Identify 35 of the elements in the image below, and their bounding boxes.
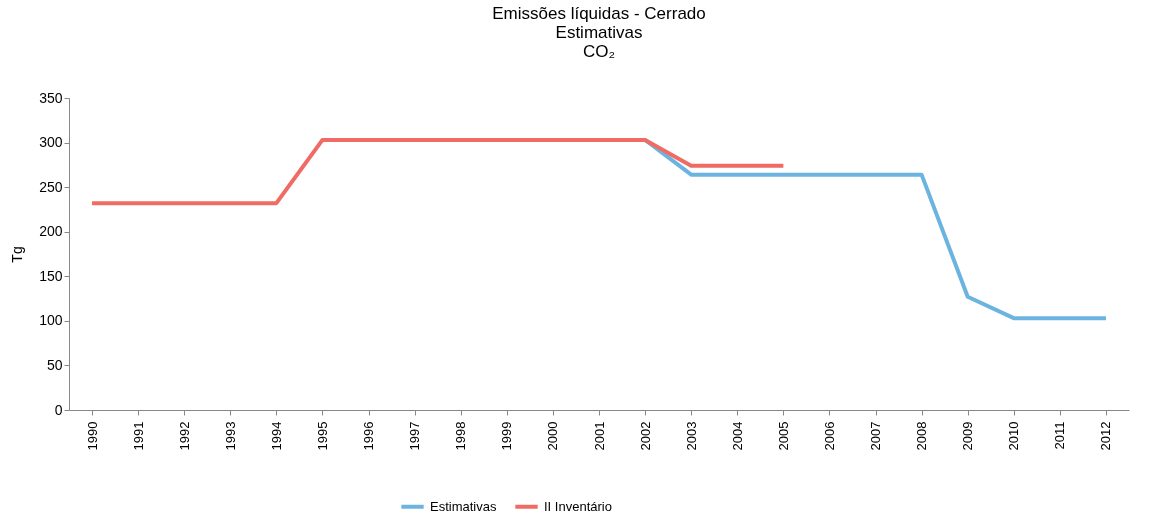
x-tick-label: 2001	[591, 421, 607, 451]
x-tick-label: 2002	[637, 421, 653, 451]
y-tick-label: 50	[46, 356, 63, 373]
x-tick-label: 1997	[407, 421, 423, 451]
y-tick-label: 100	[39, 312, 63, 329]
legend-label: Estimativas	[430, 498, 497, 514]
x-tick-label: 2004	[729, 421, 745, 451]
x-tick-label: 1996	[361, 421, 377, 451]
x-tick-label: 2010	[1006, 421, 1022, 451]
x-tick-label: 2005	[775, 421, 791, 451]
x-tick-label: 1993	[222, 421, 238, 451]
legend-label: II Inventário	[544, 498, 612, 514]
x-tick-label: 1994	[268, 421, 284, 451]
y-tick-label: 0	[54, 401, 63, 418]
x-tick-label: 1991	[130, 421, 146, 451]
x-tick-label: 2003	[683, 421, 699, 451]
x-tick-label: 2011	[1052, 421, 1068, 450]
y-tick-label: 200	[39, 223, 63, 240]
y-tick-label: 250	[39, 178, 63, 195]
x-tick-label: 2000	[545, 421, 561, 451]
x-tick-label: 1995	[314, 421, 330, 451]
x-tick-label: 2007	[868, 421, 884, 451]
chart-title: Emissões líquidas - Cerrado Estimativas CO₂	[492, 4, 706, 61]
x-tick-label: 1998	[453, 421, 469, 451]
y-tick-label: 300	[39, 134, 63, 151]
y-tick-label: 150	[39, 267, 63, 284]
y-axis-title: Tg	[9, 246, 26, 263]
x-tick-label: 2012	[1098, 421, 1114, 451]
x-tick-label: 1992	[176, 421, 192, 451]
x-tick-label: 2008	[914, 421, 930, 451]
y-tick-label: 350	[39, 89, 63, 106]
x-tick-label: 2009	[960, 421, 976, 451]
x-tick-label: 1990	[84, 421, 100, 451]
x-tick-label: 1999	[499, 421, 515, 451]
x-tick-label: 2006	[821, 421, 837, 451]
